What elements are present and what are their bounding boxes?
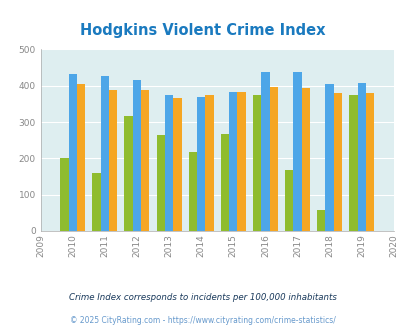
Bar: [260, 72, 269, 231]
Bar: [301, 88, 309, 231]
Bar: [109, 90, 117, 231]
Bar: [237, 92, 245, 231]
Bar: [333, 93, 341, 231]
Bar: [141, 90, 149, 231]
Bar: [196, 97, 205, 231]
Bar: [188, 152, 196, 231]
Bar: [60, 158, 68, 231]
Bar: [357, 83, 365, 231]
Bar: [77, 84, 85, 231]
Bar: [205, 94, 213, 231]
Bar: [284, 170, 292, 231]
Bar: [269, 87, 277, 231]
Text: © 2025 CityRating.com - https://www.cityrating.com/crime-statistics/: © 2025 CityRating.com - https://www.city…: [70, 315, 335, 325]
Bar: [348, 95, 357, 231]
Bar: [173, 98, 181, 231]
Bar: [220, 134, 228, 231]
Bar: [164, 95, 173, 231]
Bar: [124, 116, 132, 231]
Bar: [92, 173, 100, 231]
Bar: [100, 76, 109, 231]
Bar: [68, 74, 77, 231]
Text: Hodgkins Violent Crime Index: Hodgkins Violent Crime Index: [80, 23, 325, 38]
Bar: [292, 72, 301, 231]
Text: Crime Index corresponds to incidents per 100,000 inhabitants: Crime Index corresponds to incidents per…: [69, 292, 336, 302]
Bar: [132, 80, 141, 231]
Bar: [252, 94, 260, 231]
Bar: [316, 210, 325, 231]
Bar: [156, 135, 164, 231]
Bar: [325, 84, 333, 231]
Bar: [365, 93, 373, 231]
Bar: [228, 92, 237, 231]
